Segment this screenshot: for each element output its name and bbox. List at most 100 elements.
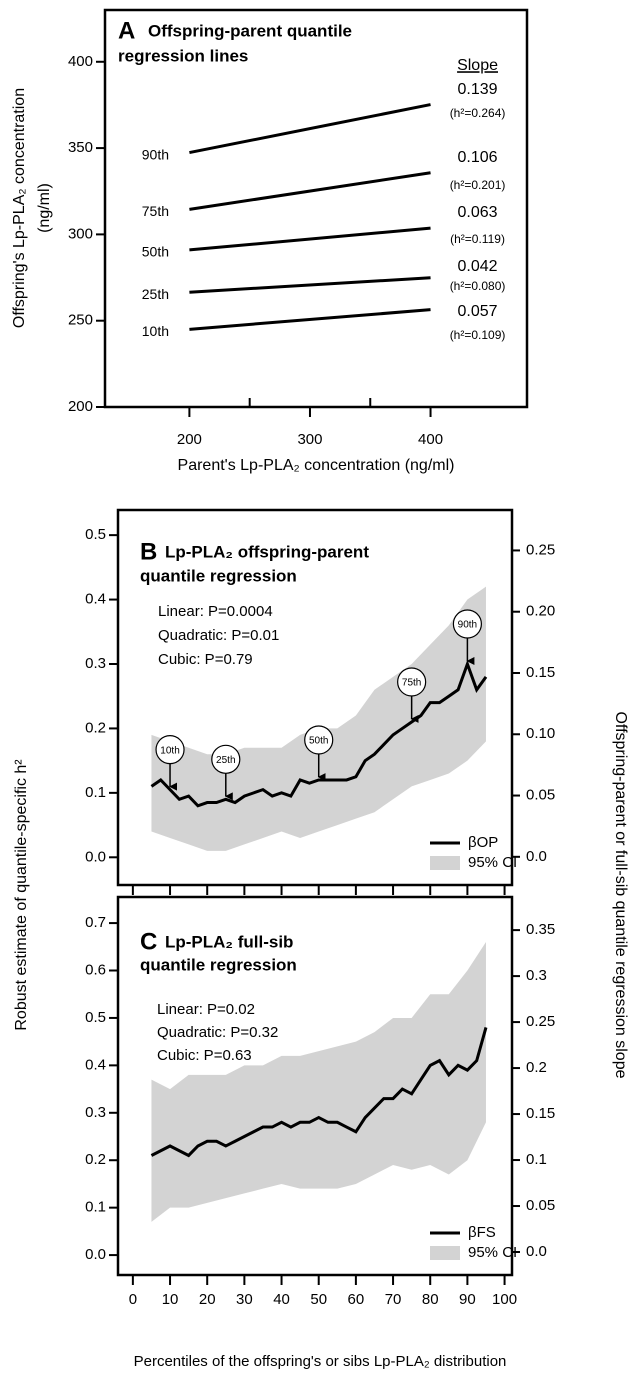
callout-label: 90th — [458, 620, 477, 631]
y-tick-label: 0.4 — [85, 591, 106, 608]
y2-tick-label: 0.1 — [526, 1151, 547, 1168]
ci-band — [151, 942, 486, 1222]
panel-frame — [116, 895, 514, 1277]
y2-axis-label: Offspring-parent or full-sib quantile re… — [612, 711, 629, 1078]
y-tick-label: 0.1 — [85, 784, 106, 801]
y-tick-label: 0.5 — [85, 1009, 106, 1026]
callout-circle — [452, 609, 482, 639]
x-tick-label: 40 — [273, 1291, 290, 1308]
callout-circle — [304, 725, 334, 755]
y2-tick-label: 0.05 — [526, 1197, 555, 1214]
panel-title: regression lines — [118, 46, 248, 65]
legend-label: βOP — [468, 834, 498, 851]
y2-tick-label: 0.2 — [526, 1059, 547, 1076]
y-axis-label: Offspring's Lp-PLA₂ concentration — [11, 88, 28, 328]
legend-label: 95% CI — [468, 854, 517, 871]
series-line — [150, 1027, 488, 1158]
y2-tick-label: 0.0 — [526, 848, 547, 865]
x-axis-label: Parent's Lp-PLA₂ concentration (ng/ml) — [178, 457, 455, 474]
quantile-label: 25th — [142, 286, 169, 302]
y-tick-label: 0.6 — [85, 961, 106, 978]
legend-label: βFS — [468, 1224, 496, 1241]
y2-tick-label: 0.25 — [526, 541, 555, 558]
callout-label: 50th — [309, 736, 328, 747]
legend-label: 95% CI — [468, 1244, 517, 1261]
y-tick-label: 0.7 — [85, 914, 106, 931]
heritability: (h²=0.080) — [450, 279, 506, 293]
x-tick-label: 70 — [385, 1291, 402, 1308]
stat-text: Linear: P=0.0004 — [158, 603, 273, 620]
slope-value: 0.106 — [458, 149, 498, 166]
y2-tick-label: 0.05 — [526, 787, 555, 804]
legend-swatch — [430, 856, 460, 870]
heritability: (h²=0.109) — [450, 328, 506, 342]
quantile-label: 75th — [142, 203, 169, 219]
y-tick-label: 0.0 — [85, 1246, 106, 1263]
series-line — [189, 103, 431, 155]
slope-value: 0.057 — [458, 303, 498, 320]
stat-text: Cubic: P=0.79 — [158, 651, 253, 668]
ci-band — [151, 586, 486, 851]
x-tick-label: 30 — [236, 1291, 253, 1308]
y2-tick-label: 0.15 — [526, 1105, 555, 1122]
series-line — [189, 226, 431, 252]
panel-letter: C — [140, 928, 157, 955]
stat-text: Quadratic: P=0.01 — [158, 627, 279, 644]
y-tick-label: 300 — [68, 225, 93, 242]
panel-letter: B — [140, 538, 157, 565]
panel-title: quantile regression — [140, 566, 297, 585]
stat-text: Cubic: P=0.63 — [157, 1047, 252, 1064]
heritability: (h²=0.201) — [450, 178, 506, 192]
panel-title: quantile regression — [140, 955, 297, 974]
slope-value: 0.042 — [458, 258, 498, 275]
y-tick-label: 0.4 — [85, 1056, 106, 1073]
quantile-label: 50th — [142, 244, 169, 260]
heritability: (h²=0.119) — [450, 232, 505, 246]
panel-letter: A — [118, 17, 135, 44]
callout-circle — [211, 744, 241, 774]
x-tick-label: 100 — [492, 1291, 517, 1308]
panel-title: Lp-PLA₂ full-sib — [165, 932, 293, 951]
callout-label: 10th — [160, 745, 179, 756]
y-tick-label: 400 — [68, 53, 93, 70]
slope-header: Slope — [457, 57, 498, 74]
y-tick-label: 0.3 — [85, 655, 106, 672]
x-tick-label: 50 — [310, 1291, 327, 1308]
callout-circle — [397, 667, 427, 697]
y2-tick-label: 0.20 — [526, 603, 555, 620]
y-tick-label: 0.3 — [85, 1104, 106, 1121]
y2-tick-label: 0.0 — [526, 1243, 547, 1260]
y-tick-label: 0.0 — [85, 848, 106, 865]
heritability: (h²=0.264) — [450, 106, 506, 120]
y-tick-label: 0.2 — [85, 1151, 106, 1168]
y-tick-label: 0.2 — [85, 719, 106, 736]
y2-tick-label: 0.35 — [526, 921, 555, 938]
callout-circle — [155, 735, 185, 765]
x-tick-label: 90 — [459, 1291, 476, 1308]
x-tick-label: 20 — [199, 1291, 216, 1308]
panel-frame — [116, 508, 514, 887]
stat-text: Quadratic: P=0.32 — [157, 1024, 278, 1041]
y2-tick-label: 0.25 — [526, 1013, 555, 1030]
x-tick-label: 300 — [297, 431, 322, 448]
y-tick-label: 350 — [68, 139, 93, 156]
y-tick-label: 250 — [68, 312, 93, 329]
x-axis-label: Percentiles of the offspring's or sibs L… — [134, 1353, 507, 1370]
series-line — [189, 276, 431, 294]
stat-text: Linear: P=0.02 — [157, 1001, 255, 1018]
y2-tick-label: 0.15 — [526, 664, 555, 681]
y-tick-label: 0.1 — [85, 1199, 106, 1216]
x-tick-label: 400 — [418, 431, 443, 448]
y2-tick-label: 0.3 — [526, 967, 547, 984]
x-tick-label: 0 — [129, 1291, 137, 1308]
panel-frame — [103, 8, 529, 409]
y-axis-label: (ng/ml) — [36, 183, 53, 233]
slope-value: 0.139 — [458, 81, 498, 98]
series-line — [189, 171, 431, 211]
panel-title: Lp-PLA₂ offspring-parent — [165, 542, 369, 561]
y-tick-label: 0.5 — [85, 526, 106, 543]
callout-label: 75th — [402, 678, 421, 689]
y-axis-label: Robust estimate of quantile-specific h² — [13, 759, 30, 1031]
